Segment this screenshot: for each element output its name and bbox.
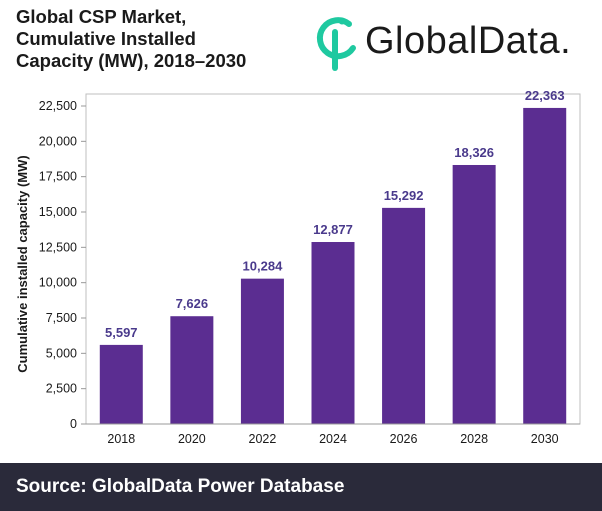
y-tick-label: 20,000: [39, 134, 77, 148]
y-tick-label: 7,500: [46, 311, 77, 325]
x-tick-label: 2030: [531, 432, 559, 446]
chart-title-line-1: Global CSP Market,: [16, 6, 187, 27]
y-tick-label: 17,500: [39, 170, 77, 184]
y-tick-label: 0: [70, 417, 77, 431]
bar-value-label: 15,292: [384, 188, 424, 203]
globaldata-logo-icon: [316, 17, 356, 71]
x-tick-label: 2022: [249, 432, 277, 446]
bar-value-label: 22,363: [525, 88, 565, 103]
chart-title: Global CSP Market, Cumulative Installed …: [16, 6, 306, 72]
bar: [382, 207, 426, 424]
globaldata-logo-text: GlobalData.: [365, 20, 572, 62]
chart-title-line-3: Capacity (MW), 2018–2030: [16, 50, 247, 71]
bar-value-label: 12,877: [313, 222, 353, 237]
x-tick-label: 2028: [460, 432, 488, 446]
x-tick-label: 2020: [178, 432, 206, 446]
y-tick-label: 22,500: [39, 99, 77, 113]
x-tick-label: 2024: [319, 432, 347, 446]
bar-chart: 0 2,500 5,000 7,500 10,000 12,500 15,000 17,500…: [15, 88, 581, 446]
bar: [240, 278, 284, 424]
bar-value-label: 10,284: [243, 259, 284, 274]
y-tick-label: 2,500: [46, 382, 77, 396]
source-footer: Source: GlobalData Power Database: [0, 463, 602, 511]
y-tick-label: 10,000: [39, 276, 77, 290]
y-tick-label: 12,500: [39, 240, 77, 254]
bar: [452, 164, 496, 424]
y-tick-label: 5,000: [46, 346, 77, 360]
bar-value-label: 5,597: [105, 325, 138, 340]
bar: [170, 316, 214, 424]
bar-value-label: 7,626: [176, 296, 209, 311]
source-text: Source: GlobalData Power Database: [16, 476, 345, 497]
bar: [523, 107, 567, 424]
chart-title-line-2: Cumulative Installed: [16, 28, 196, 49]
x-tick-label: 2026: [390, 432, 418, 446]
bar: [99, 344, 143, 424]
globaldata-logo: GlobalData.: [313, 12, 595, 72]
plot-area: 0 2,500 5,000 7,500 10,000 12,500 15,000 17,500…: [39, 88, 581, 446]
bar: [311, 242, 355, 424]
x-tick-label: 2018: [107, 432, 135, 446]
bar-value-label: 18,326: [454, 145, 494, 160]
y-tick-label: 15,000: [39, 205, 77, 219]
y-axis-label: Cumulative installed capacity (MW): [15, 155, 30, 372]
